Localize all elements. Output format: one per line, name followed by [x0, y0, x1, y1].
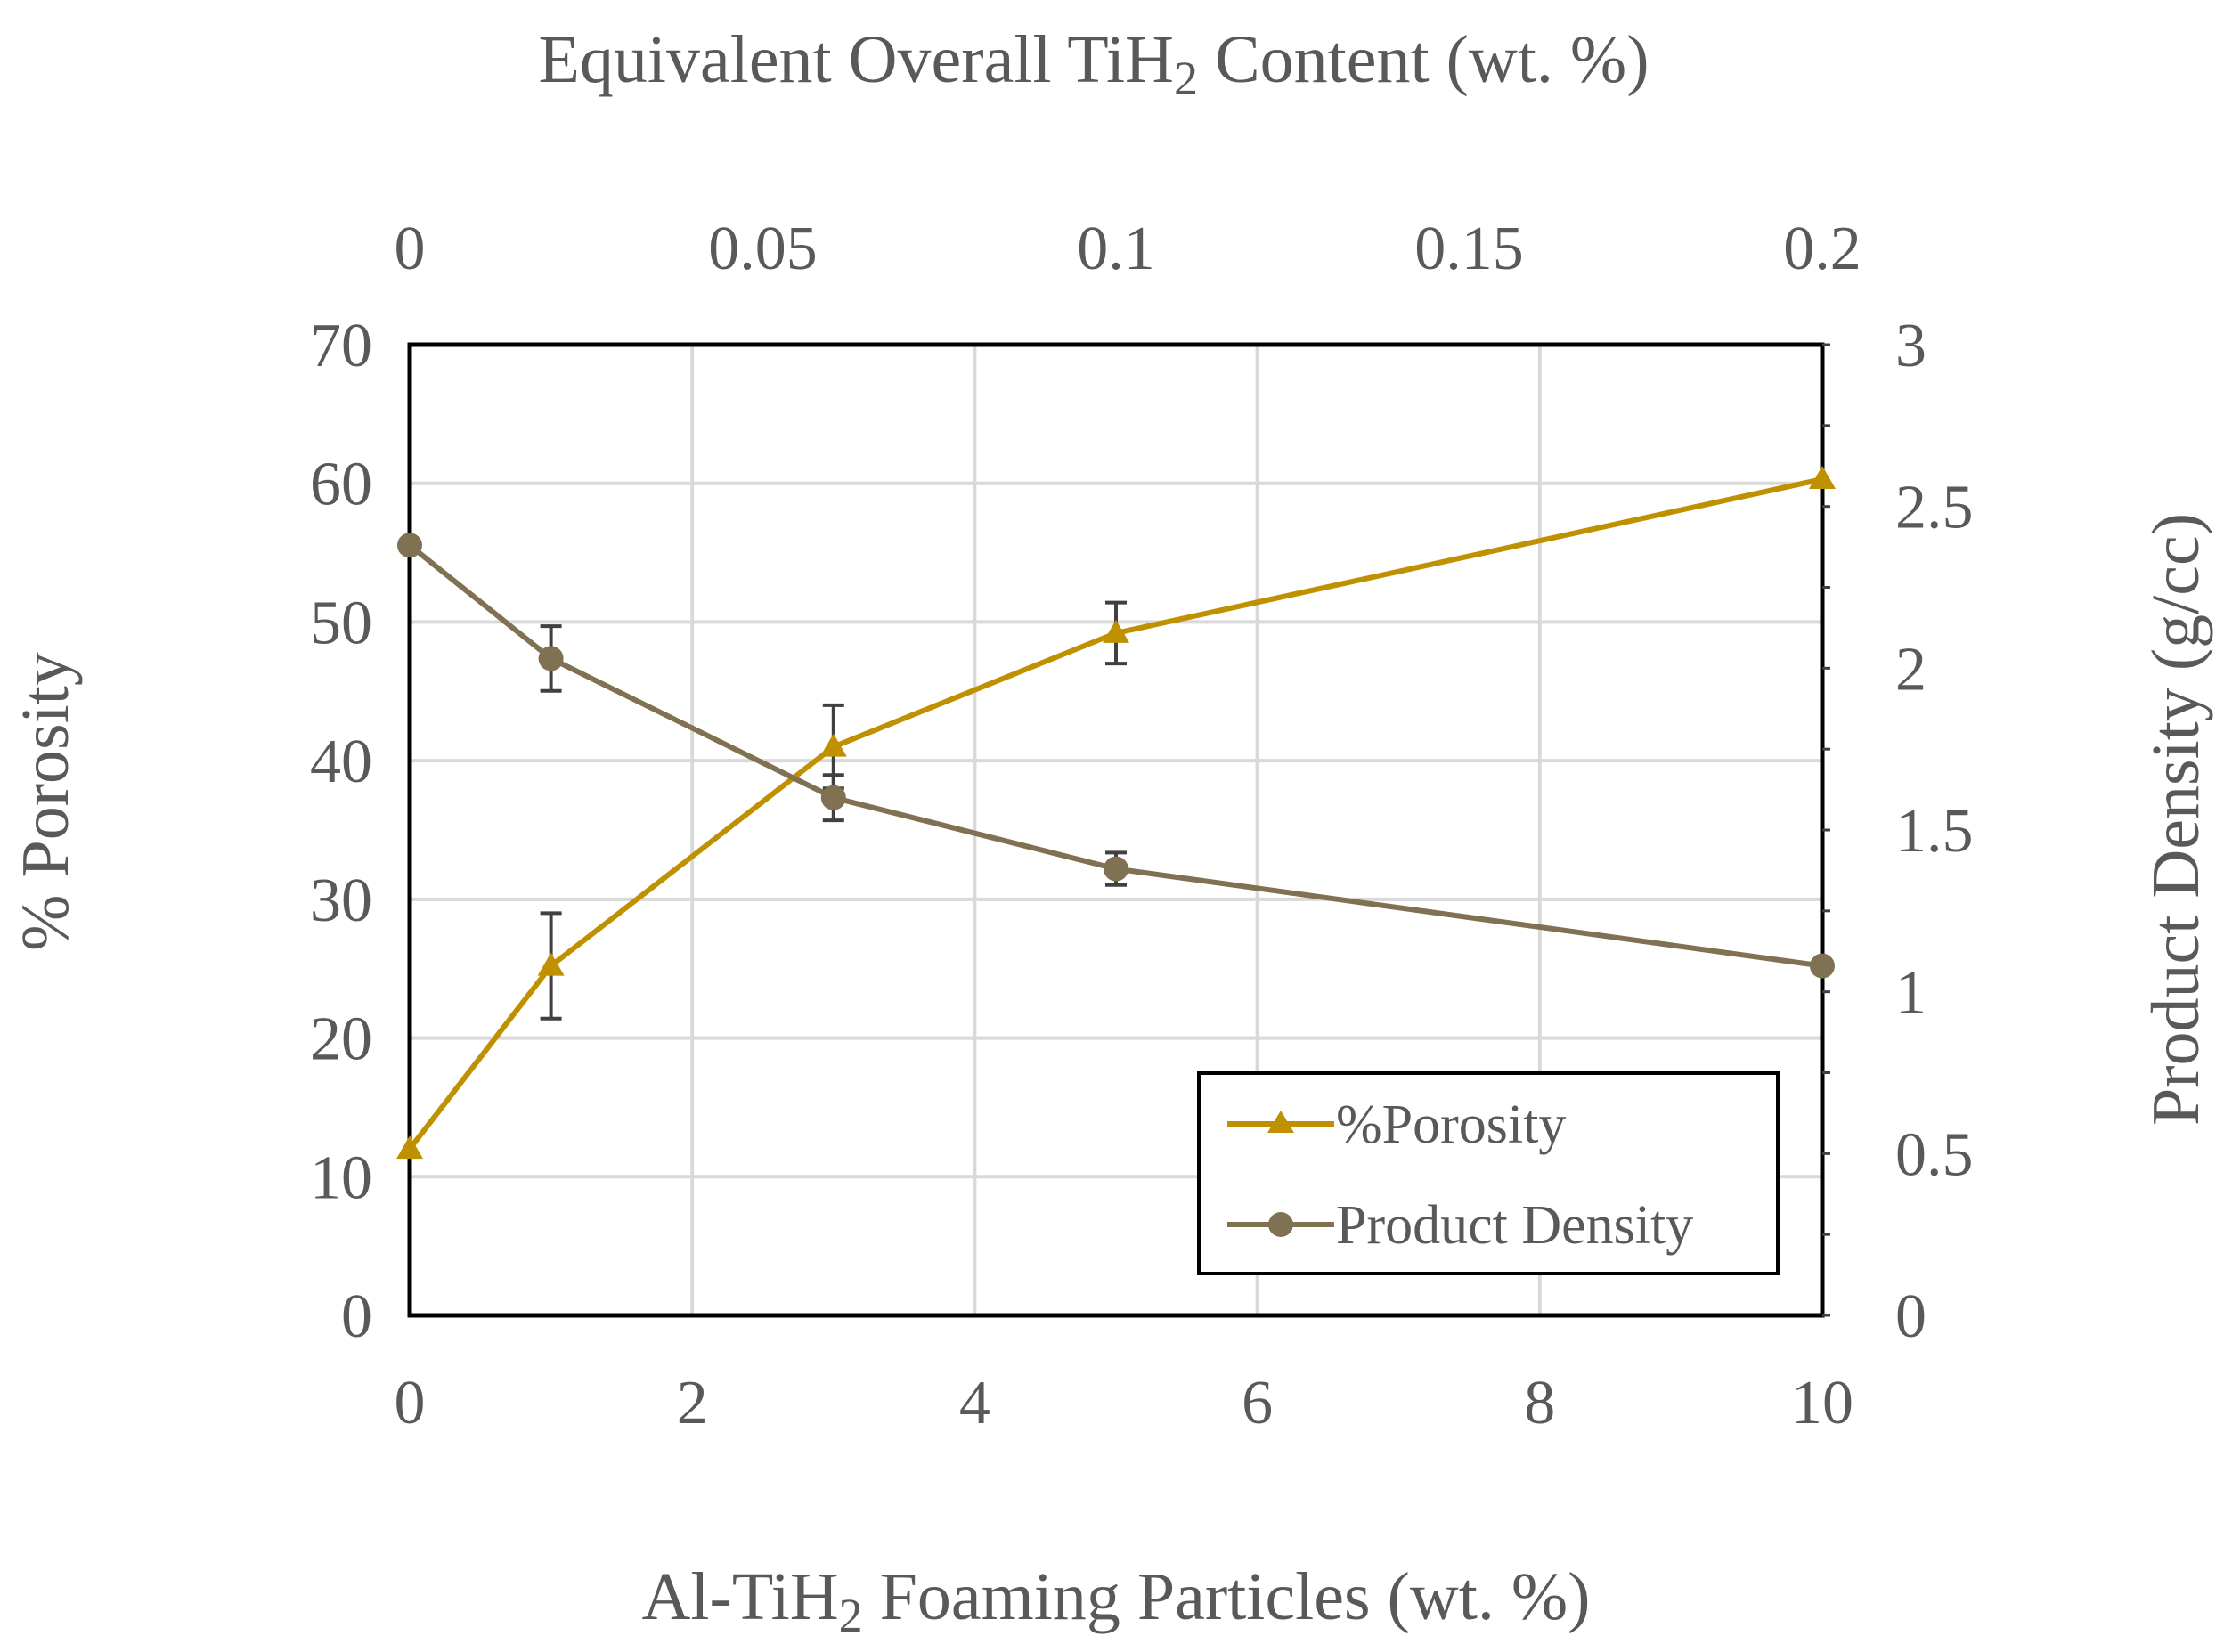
porosity-point [537, 952, 565, 976]
legend-porosity-marker [1267, 1111, 1294, 1133]
y-left-tick-label: 30 [310, 867, 372, 935]
legend-box [1197, 1071, 1780, 1275]
x-bottom-tick-label: 2 [677, 1369, 708, 1437]
porosity-point [396, 1135, 423, 1160]
legend-porosity-label: %Porosity [1336, 1095, 1566, 1155]
legend-density-marker [1268, 1212, 1293, 1237]
x-bottom-tick-label: 6 [1242, 1369, 1273, 1437]
legend: %Porosity Product Density [1197, 1071, 1780, 1275]
y-left-tick-label: 60 [310, 451, 372, 519]
y-right-tick-label: 0.5 [1895, 1120, 1974, 1189]
product-density-point [538, 646, 564, 671]
product-density-point [820, 785, 846, 810]
y-left-tick-label: 50 [310, 589, 372, 657]
y-left-tick-label: 40 [310, 728, 372, 796]
right-axis-title: Product Density (g/cc) [2138, 513, 2213, 1126]
y-right-tick-label: 1 [1895, 959, 1927, 1028]
x-top-tick-label: 0.05 [708, 215, 818, 283]
product-density-point [1104, 856, 1128, 882]
top-axis-title: Equivalent Overall TiH2 Content (wt. %) [538, 22, 1649, 105]
y-left-tick-label: 20 [310, 1005, 372, 1074]
error-bars [540, 600, 1127, 1021]
left-axis-title: % Porosity [8, 652, 83, 951]
porosity-point [819, 733, 847, 757]
series [396, 466, 1836, 1160]
x-top-tick-label: 0.15 [1414, 215, 1524, 283]
y-left-tick-label: 0 [341, 1282, 372, 1351]
x-top-tick-label: 0.1 [1077, 215, 1155, 283]
y-left-tick-label: 10 [310, 1143, 372, 1212]
porosity-point [1809, 466, 1836, 490]
x-top-tick-label: 0 [395, 215, 426, 283]
product-density-point [1810, 953, 1835, 979]
x-bottom-tick-label: 10 [1791, 1369, 1853, 1437]
legend-density-label: Product Density [1336, 1195, 1693, 1256]
right-axis-minor-ticks [1822, 343, 1830, 1317]
tick-labels: 0 2 4 6 8 10 0 0.05 0.1 0.15 0.2 0 10 20 30 40 50 60 70 0 0.… [310, 215, 1974, 1437]
y-right-tick-label: 3 [1895, 312, 1927, 380]
gridlines [410, 345, 1822, 1315]
y-right-tick-label: 2.5 [1895, 474, 1974, 542]
x-top-tick-label: 0.2 [1783, 215, 1861, 283]
x-bottom-tick-label: 0 [395, 1369, 426, 1437]
x-bottom-tick-label: 4 [959, 1369, 990, 1437]
bottom-axis-title: Al-TiH2 Foaming Particles (wt. %) [642, 1559, 1591, 1642]
porosity-point [1103, 619, 1129, 643]
y-right-tick-label: 0 [1895, 1282, 1927, 1351]
y-right-tick-label: 2 [1895, 635, 1927, 704]
y-right-tick-label: 1.5 [1895, 797, 1974, 866]
y-left-tick-label: 70 [310, 312, 372, 380]
product-density-point [397, 533, 422, 558]
x-bottom-tick-label: 8 [1524, 1369, 1555, 1437]
